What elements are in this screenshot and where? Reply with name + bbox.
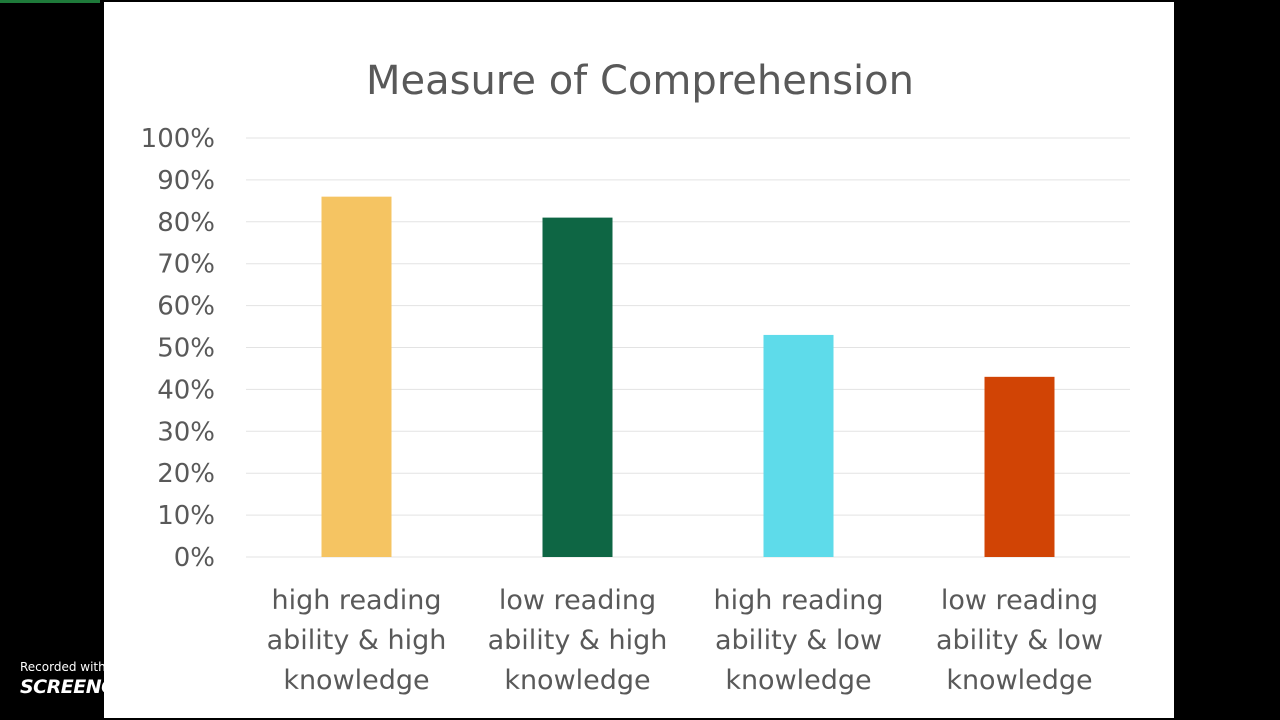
slide: Measure of Comprehension bbox=[104, 2, 1174, 718]
watermark-brand-right: MATIC bbox=[180, 676, 244, 698]
grid-lines bbox=[246, 137, 1130, 558]
y-tick-label: 90% bbox=[157, 166, 215, 196]
y-tick-label: 80% bbox=[157, 208, 215, 238]
bar bbox=[763, 334, 834, 557]
x-tick-label: high reading ability & high knowledge bbox=[267, 585, 447, 696]
watermark-logo: SCREENCAST MATIC bbox=[20, 676, 244, 698]
x-tick-label: low reading ability & low knowledge bbox=[936, 585, 1103, 696]
y-tick-label: 70% bbox=[157, 250, 215, 280]
bar bbox=[321, 196, 392, 557]
x-tick-label: low reading ability & high knowledge bbox=[488, 585, 668, 696]
x-tick-label: high reading ability & low knowledge bbox=[713, 585, 883, 696]
y-tick-label: 50% bbox=[157, 334, 215, 364]
y-axis-ticks: 0% 10% 20% 30% 40% 50% 60% 70% 80% 90% 100% bbox=[141, 124, 215, 573]
screencast-watermark: Recorded with SCREENCAST MATIC bbox=[20, 660, 244, 698]
y-tick-label: 60% bbox=[157, 292, 215, 322]
bar bbox=[984, 376, 1055, 557]
y-tick-label: 0% bbox=[174, 543, 215, 573]
x-axis-labels: high reading ability & high knowledge low r… bbox=[267, 585, 1103, 696]
chart-title: Measure of Comprehension bbox=[365, 58, 914, 104]
y-tick-label: 10% bbox=[157, 501, 215, 531]
bars bbox=[321, 196, 1055, 558]
record-ring-icon bbox=[156, 676, 179, 698]
y-tick-label: 20% bbox=[157, 459, 215, 489]
y-tick-label: 100% bbox=[141, 124, 215, 154]
bar bbox=[542, 217, 613, 558]
y-tick-label: 30% bbox=[157, 417, 215, 447]
watermark-recorded-text: Recorded with bbox=[20, 660, 106, 674]
watermark-brand-left: SCREENCAST bbox=[20, 676, 155, 698]
accent-bar bbox=[0, 0, 100, 3]
y-tick-label: 40% bbox=[157, 375, 215, 405]
